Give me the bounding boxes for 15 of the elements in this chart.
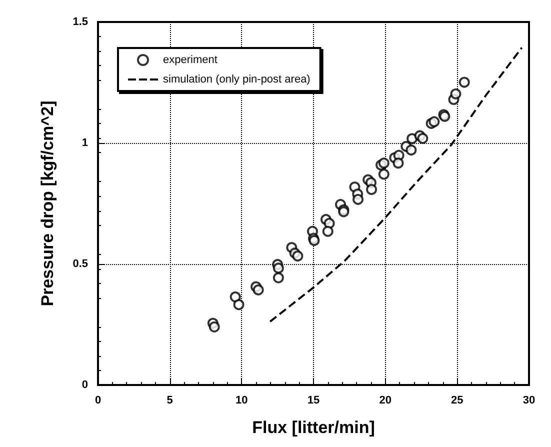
x-tick-label: 10 [236,394,248,406]
x-tick-label: 15 [307,394,320,406]
x-tick-label: 0 [94,394,102,406]
legend-label: experiment [163,54,218,66]
y-tick-label: 1.5 [72,16,88,28]
x-tick-label: 30 [522,394,536,406]
legend-label: simulation (only pin-post area) [163,74,310,86]
x-tick-label: 5 [166,394,173,406]
y-tick-label: 1 [82,137,88,149]
y-tick-label: 0.5 [72,258,88,270]
y-tick-label: 0 [82,379,88,391]
x-tick-label: 25 [451,394,464,406]
y-axis-title: Pressure drop [kgf/cm^2] [38,100,57,306]
x-axis-title: Flux [litter/min] [252,418,375,437]
x-tick-label: 20 [379,394,392,406]
